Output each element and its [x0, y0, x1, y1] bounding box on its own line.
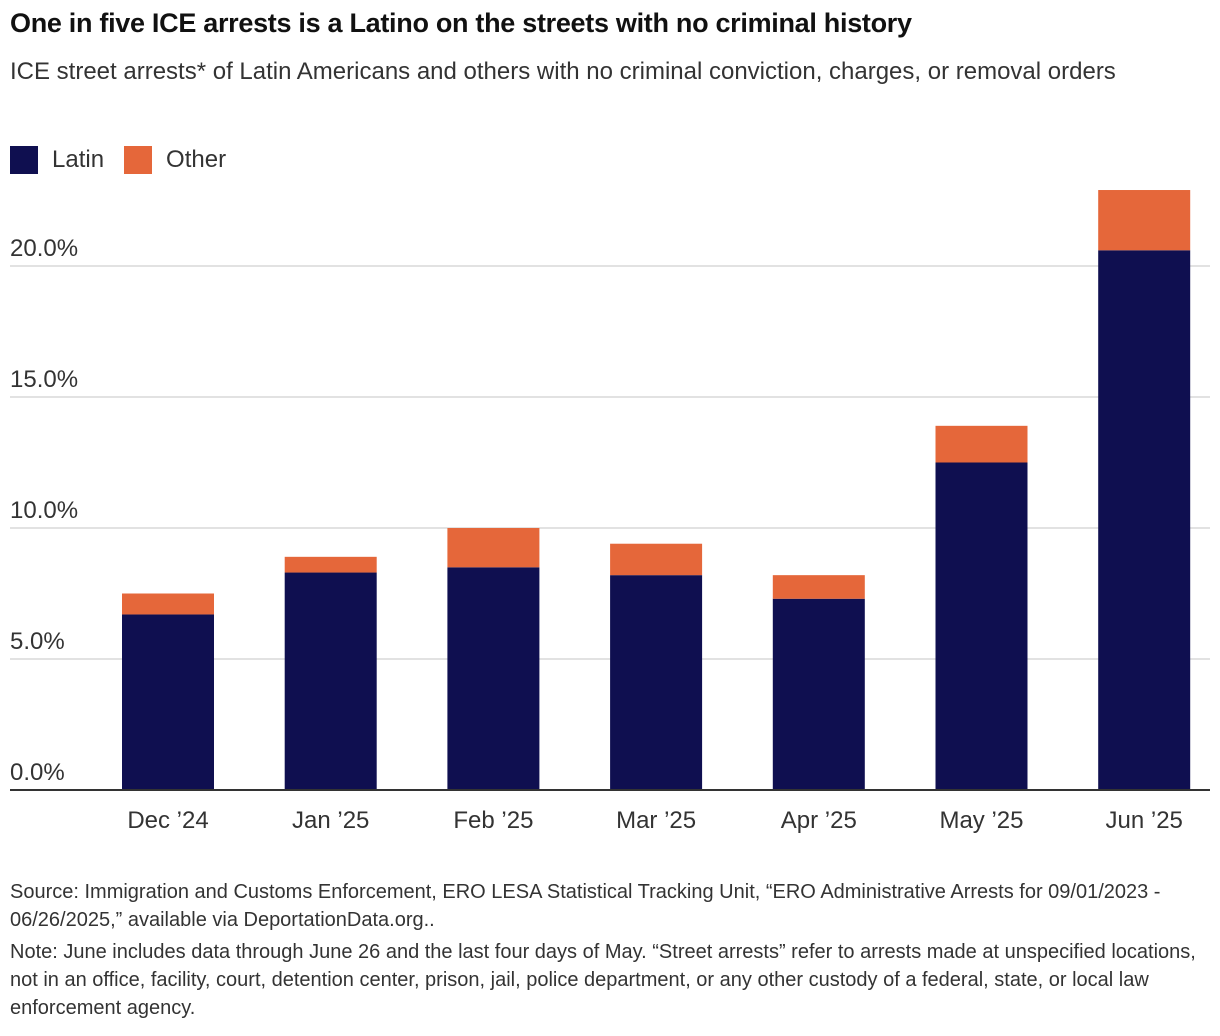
x-tick-label: May ’25: [939, 807, 1023, 834]
y-tick-label: 15.0%: [10, 366, 78, 393]
chart-title: One in five ICE arrests is a Latino on t…: [10, 8, 912, 38]
bar-segment-latin: [935, 462, 1028, 790]
bar-segment-other: [1098, 190, 1191, 251]
x-tick-label: Apr ’25: [781, 807, 857, 834]
bar-segment-latin: [447, 567, 540, 790]
x-tick-label: Jun ’25: [1106, 807, 1183, 834]
stacked-bar-chart: 0.0% 5.0% 10.0% 15.0% 20.0% Dec ’24 Jan ’25 Feb…: [10, 190, 1210, 834]
x-tick-label: Dec ’24: [127, 807, 208, 834]
legend-swatch-latin: [10, 146, 38, 174]
footer: Source: Immigration and Customs Enforcem…: [10, 878, 1215, 1026]
source-note: Source: Immigration and Customs Enforcem…: [10, 881, 1161, 931]
chart-subtitle: ICE street arrests* of Latin Americans a…: [10, 58, 1116, 85]
legend-item-other: Other: [124, 146, 226, 174]
bar-segment-latin: [284, 572, 377, 790]
bars: [122, 190, 1191, 790]
legend: Latin Other: [10, 146, 246, 174]
axes: 0.0% 5.0% 10.0% 15.0% 20.0% Dec ’24 Jan ’25 Feb…: [10, 235, 1210, 834]
y-tick-label: 20.0%: [10, 235, 78, 262]
legend-label-other: Other: [166, 146, 227, 173]
bar-segment-latin: [122, 614, 214, 790]
bar-segment-other: [772, 575, 865, 599]
bar-segment-latin: [1098, 250, 1191, 790]
y-tick-label: 5.0%: [10, 628, 65, 655]
x-tick-label: Mar ’25: [616, 807, 696, 834]
bar-segment-latin: [772, 598, 865, 790]
x-tick-label: Feb ’25: [453, 807, 533, 834]
y-tick-label: 10.0%: [10, 497, 78, 524]
bar-segment-other: [610, 543, 703, 576]
methodology-note: Note: June includes data through June 26…: [10, 941, 1196, 1019]
x-tick-label: Jan ’25: [292, 807, 369, 834]
bar-segment-other: [935, 425, 1028, 463]
legend-label-latin: Latin: [52, 146, 105, 173]
y-tick-label: 0.0%: [10, 759, 65, 786]
bar-segment-other: [122, 593, 214, 615]
bar-segment-other: [284, 556, 377, 573]
bar-segment-latin: [610, 575, 703, 790]
legend-item-latin: Latin: [10, 146, 104, 174]
legend-swatch-other: [124, 146, 153, 174]
bar-segment-other: [447, 528, 540, 568]
